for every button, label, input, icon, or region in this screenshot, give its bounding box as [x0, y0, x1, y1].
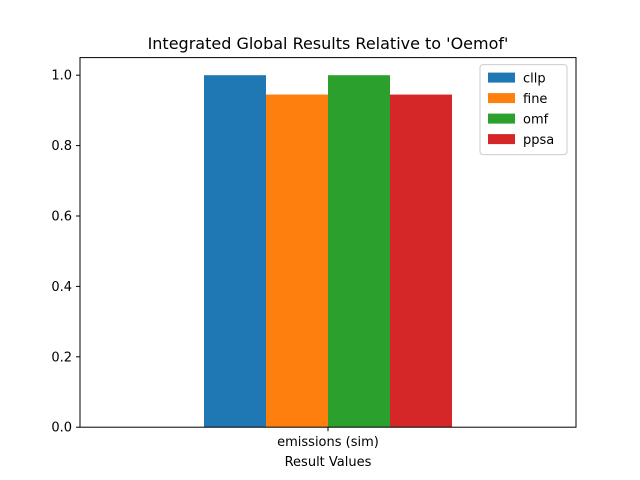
x-axis: emissions (sim)	[277, 427, 379, 450]
y-tick-label: 0.8	[51, 139, 72, 154]
bars-group	[204, 75, 452, 428]
legend-label-cllp: cllp	[523, 72, 546, 87]
legend-swatch-ppsa	[488, 134, 515, 145]
legend-label-ppsa: ppsa	[523, 133, 554, 148]
legend-label-omf: omf	[523, 113, 549, 128]
bar-fine	[266, 94, 328, 428]
bar-ppsa	[390, 94, 452, 428]
legend-label-fine: fine	[523, 92, 547, 107]
y-axis: 0.0 0.2 0.4 0.6 0.8 1.0	[51, 69, 80, 436]
x-tick-label: emissions (sim)	[277, 435, 379, 450]
bar-omf	[328, 75, 390, 428]
legend-swatch-fine	[488, 93, 515, 104]
legend-frame	[479, 64, 568, 156]
legend-swatch-omf	[488, 113, 515, 124]
legend-swatch-cllp	[488, 72, 515, 83]
x-axis-title: Result Values	[285, 455, 372, 470]
y-tick-label: 0.0	[51, 421, 72, 436]
y-tick-label: 0.4	[51, 280, 72, 295]
y-tick-label: 1.0	[51, 69, 72, 84]
y-tick-label: 0.6	[51, 210, 72, 225]
legend: cllp fine omf ppsa	[479, 64, 568, 156]
chart-title: Integrated Global Results Relative to 'O…	[148, 34, 509, 53]
y-tick-label: 0.2	[51, 350, 72, 365]
bar-cllp	[204, 75, 266, 428]
